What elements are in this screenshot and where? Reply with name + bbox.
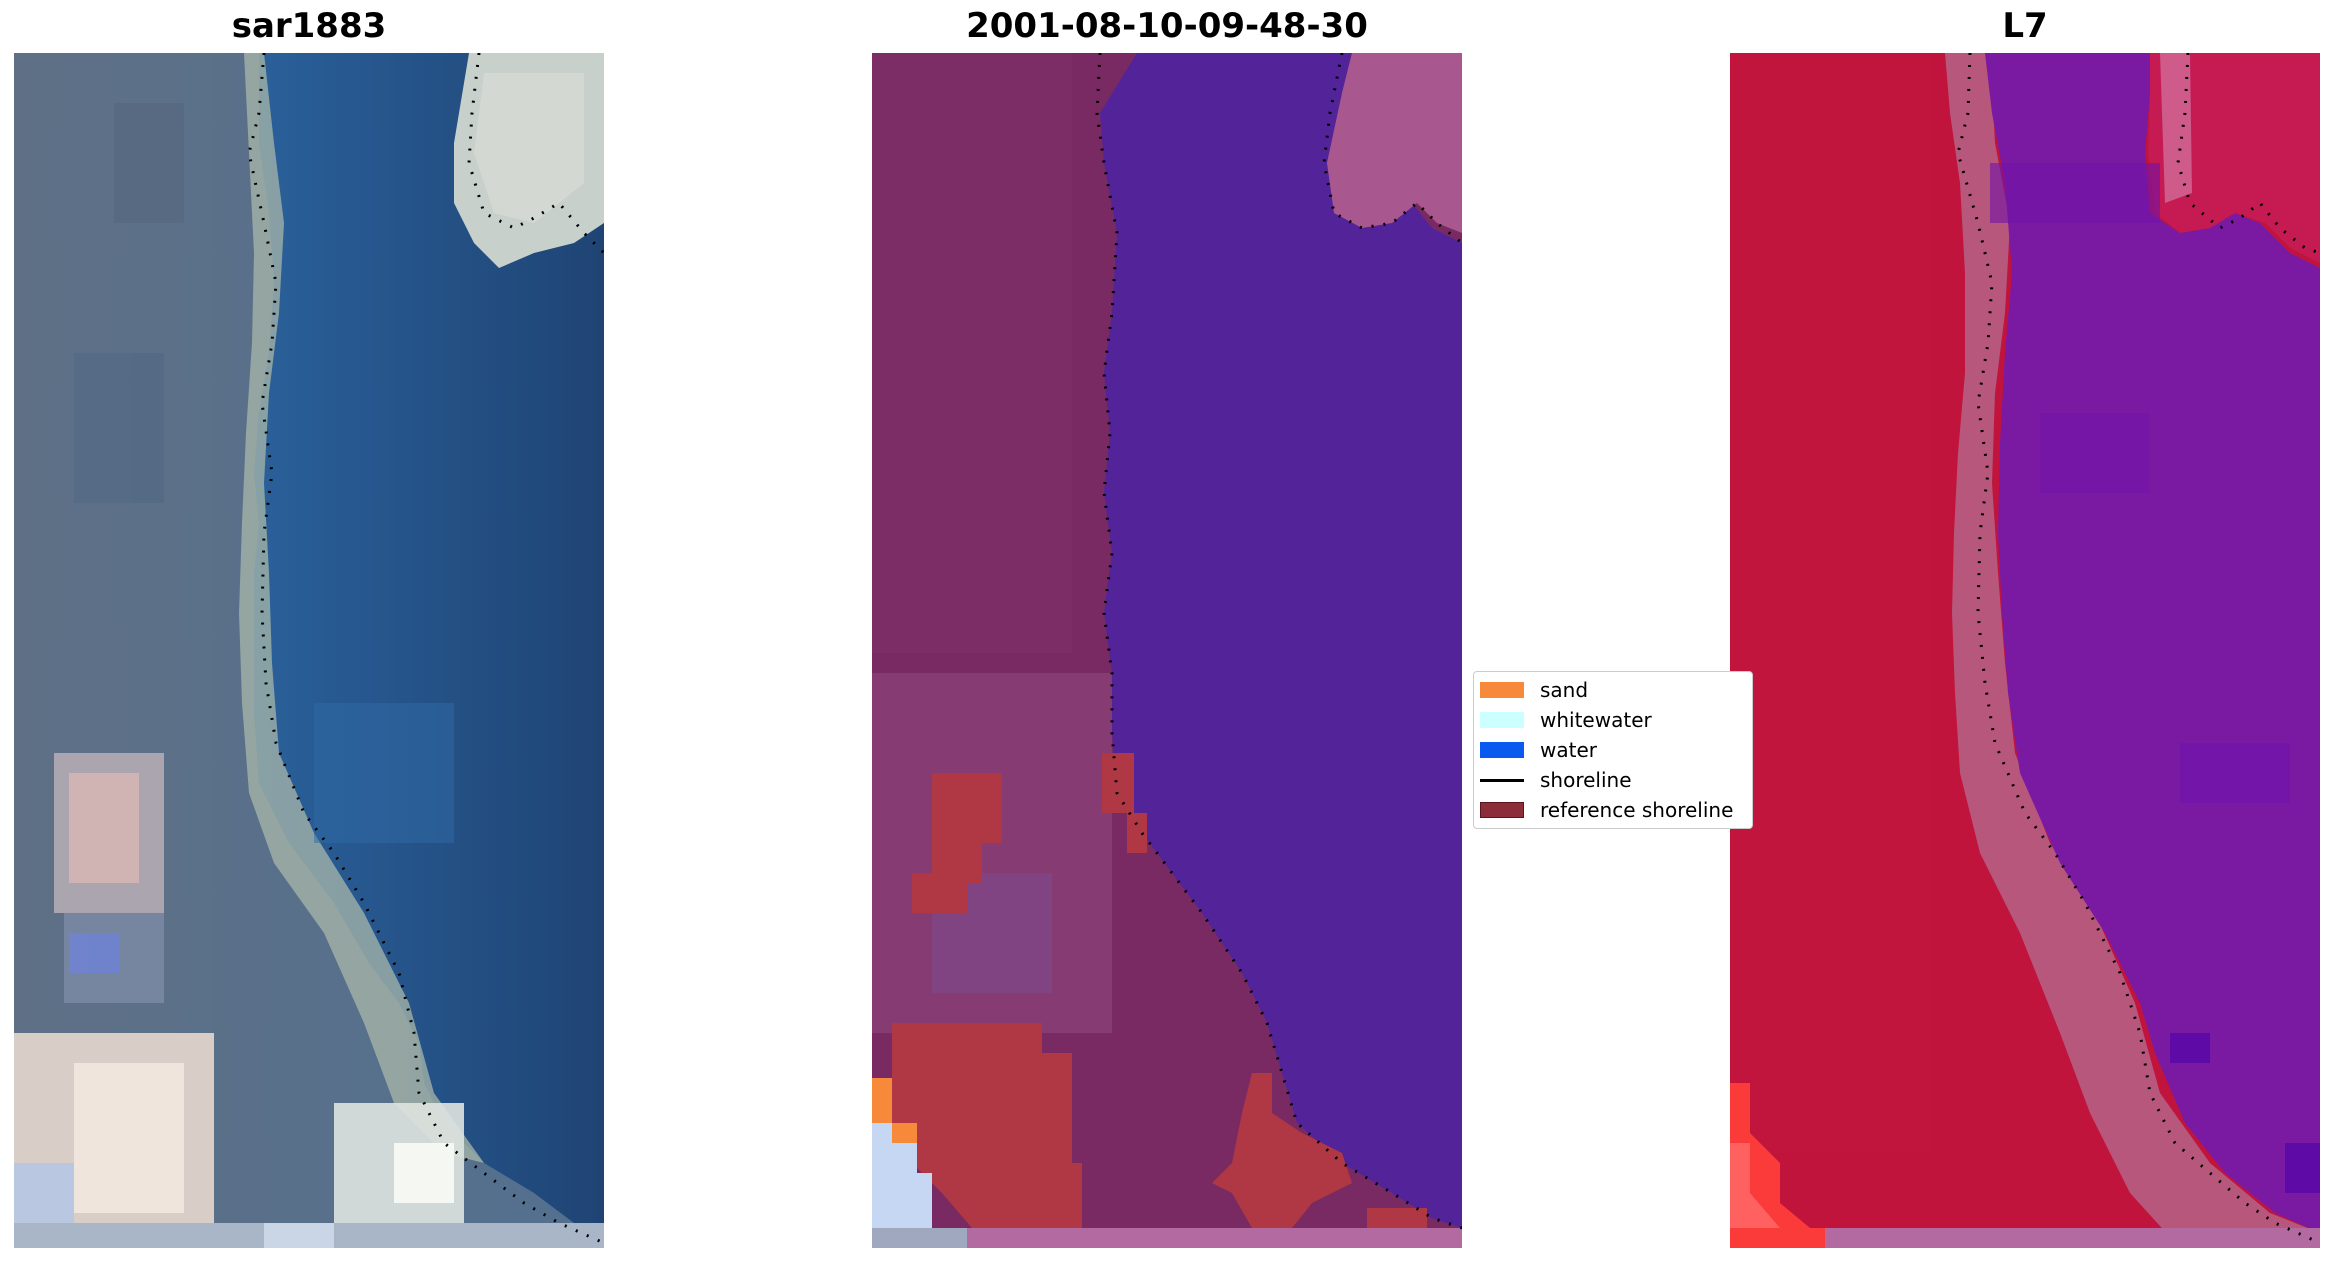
legend-item-shoreline: shoreline (1480, 765, 1632, 795)
shoreline-line-swatch (1480, 778, 1524, 782)
legend-item-reference-shoreline: reference shoreline (1480, 795, 1733, 825)
rgb-satellite-image (14, 53, 604, 1248)
legend-label: shoreline (1540, 768, 1632, 792)
legend-label: sand (1540, 678, 1589, 702)
classified-image-panel (872, 53, 1462, 1248)
whitewater-swatch (1480, 712, 1524, 728)
panel-title-rgb: sar1883 (231, 6, 387, 46)
legend: sand whitewater water shoreline referenc… (1473, 671, 1753, 829)
legend-label: reference shoreline (1540, 798, 1734, 822)
ndwi-index-image (1730, 53, 2320, 1248)
legend-item-water: water (1480, 735, 1597, 765)
legend-item-sand: sand (1480, 675, 1588, 705)
legend-label: water (1540, 738, 1597, 762)
index-image-panel (1730, 53, 2320, 1248)
sand-swatch (1480, 682, 1524, 698)
classification-overlay-image (872, 53, 1462, 1248)
panel-title-classified: 2001-08-10-09-48-30 (966, 6, 1368, 46)
legend-label: whitewater (1540, 708, 1652, 732)
reference-shoreline-swatch (1480, 802, 1524, 818)
panel-title-ndwi: L7 (2002, 6, 2048, 46)
water-swatch (1480, 742, 1524, 758)
legend-item-whitewater: whitewater (1480, 705, 1652, 735)
rgb-image-panel (14, 53, 604, 1248)
